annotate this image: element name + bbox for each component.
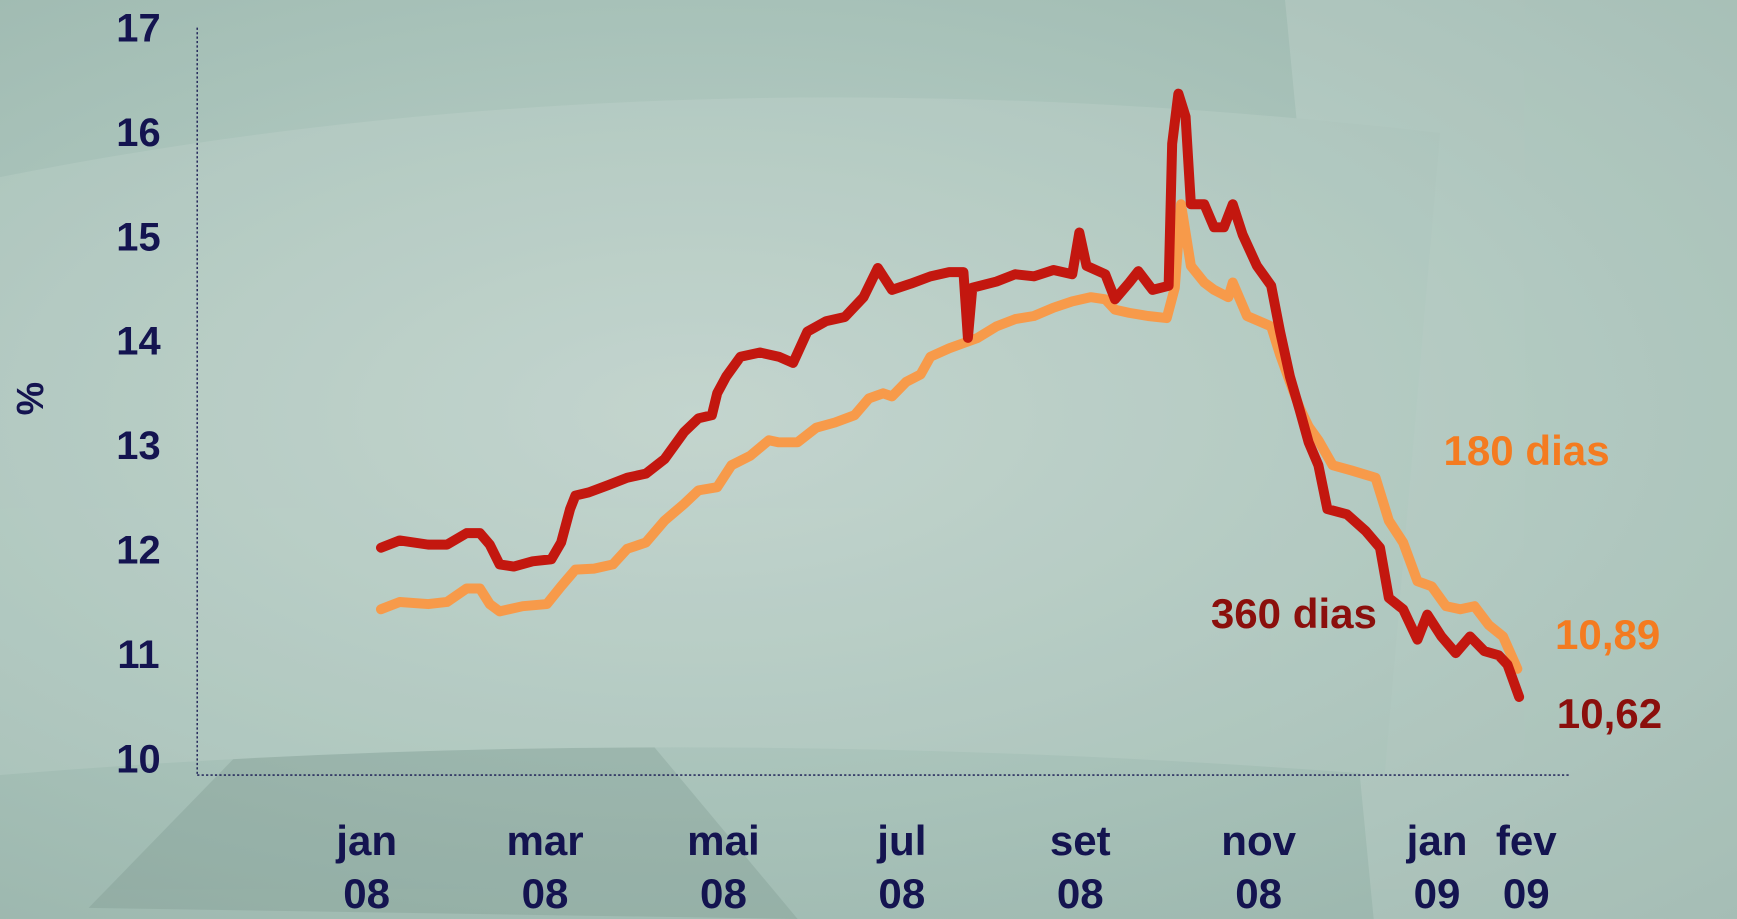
y-tick-label: 12: [116, 529, 160, 573]
x-tick-label: jul 08: [835, 815, 968, 919]
x-tick-label: jan 08: [300, 815, 433, 919]
x-tick-label: mar 08: [479, 815, 612, 919]
y-tick-label: 11: [117, 633, 159, 677]
x-tick-label: mai 08: [657, 815, 790, 919]
y-tick-label: 10: [116, 737, 160, 781]
y-tick-label: 17: [116, 7, 160, 51]
body: {"chart_data": {"type": "line", "y_label…: [0, 0, 1737, 919]
x-tick-label: nov 08: [1192, 815, 1325, 919]
chart-stage: % 10 11 12 13 14 15 16 17 180 dias 10,89 360 dias 1…: [0, 0, 1737, 919]
y-tick-label: 16: [116, 111, 160, 155]
value-label: 10,89: [1555, 611, 1660, 658]
y-tick-label: 14: [116, 320, 160, 364]
chart: % 10 11 12 13 14 15 16 17 180 dias 10,89 360 dias 1…: [0, 0, 1737, 919]
y-tick-label: 15: [116, 215, 160, 259]
value-label: 10,62: [1557, 690, 1662, 737]
series-label: 180 dias: [1443, 427, 1609, 474]
series-label: 360 dias: [1211, 590, 1377, 637]
page: html, body { margin: 0; padding: 0; widt…: [0, 0, 1737, 919]
y-axis-label: %: [9, 382, 51, 415]
x-tick-label: fev 09: [1460, 815, 1593, 919]
y-tick-label: 13: [116, 424, 160, 468]
x-tick-label: set 08: [1014, 815, 1147, 919]
